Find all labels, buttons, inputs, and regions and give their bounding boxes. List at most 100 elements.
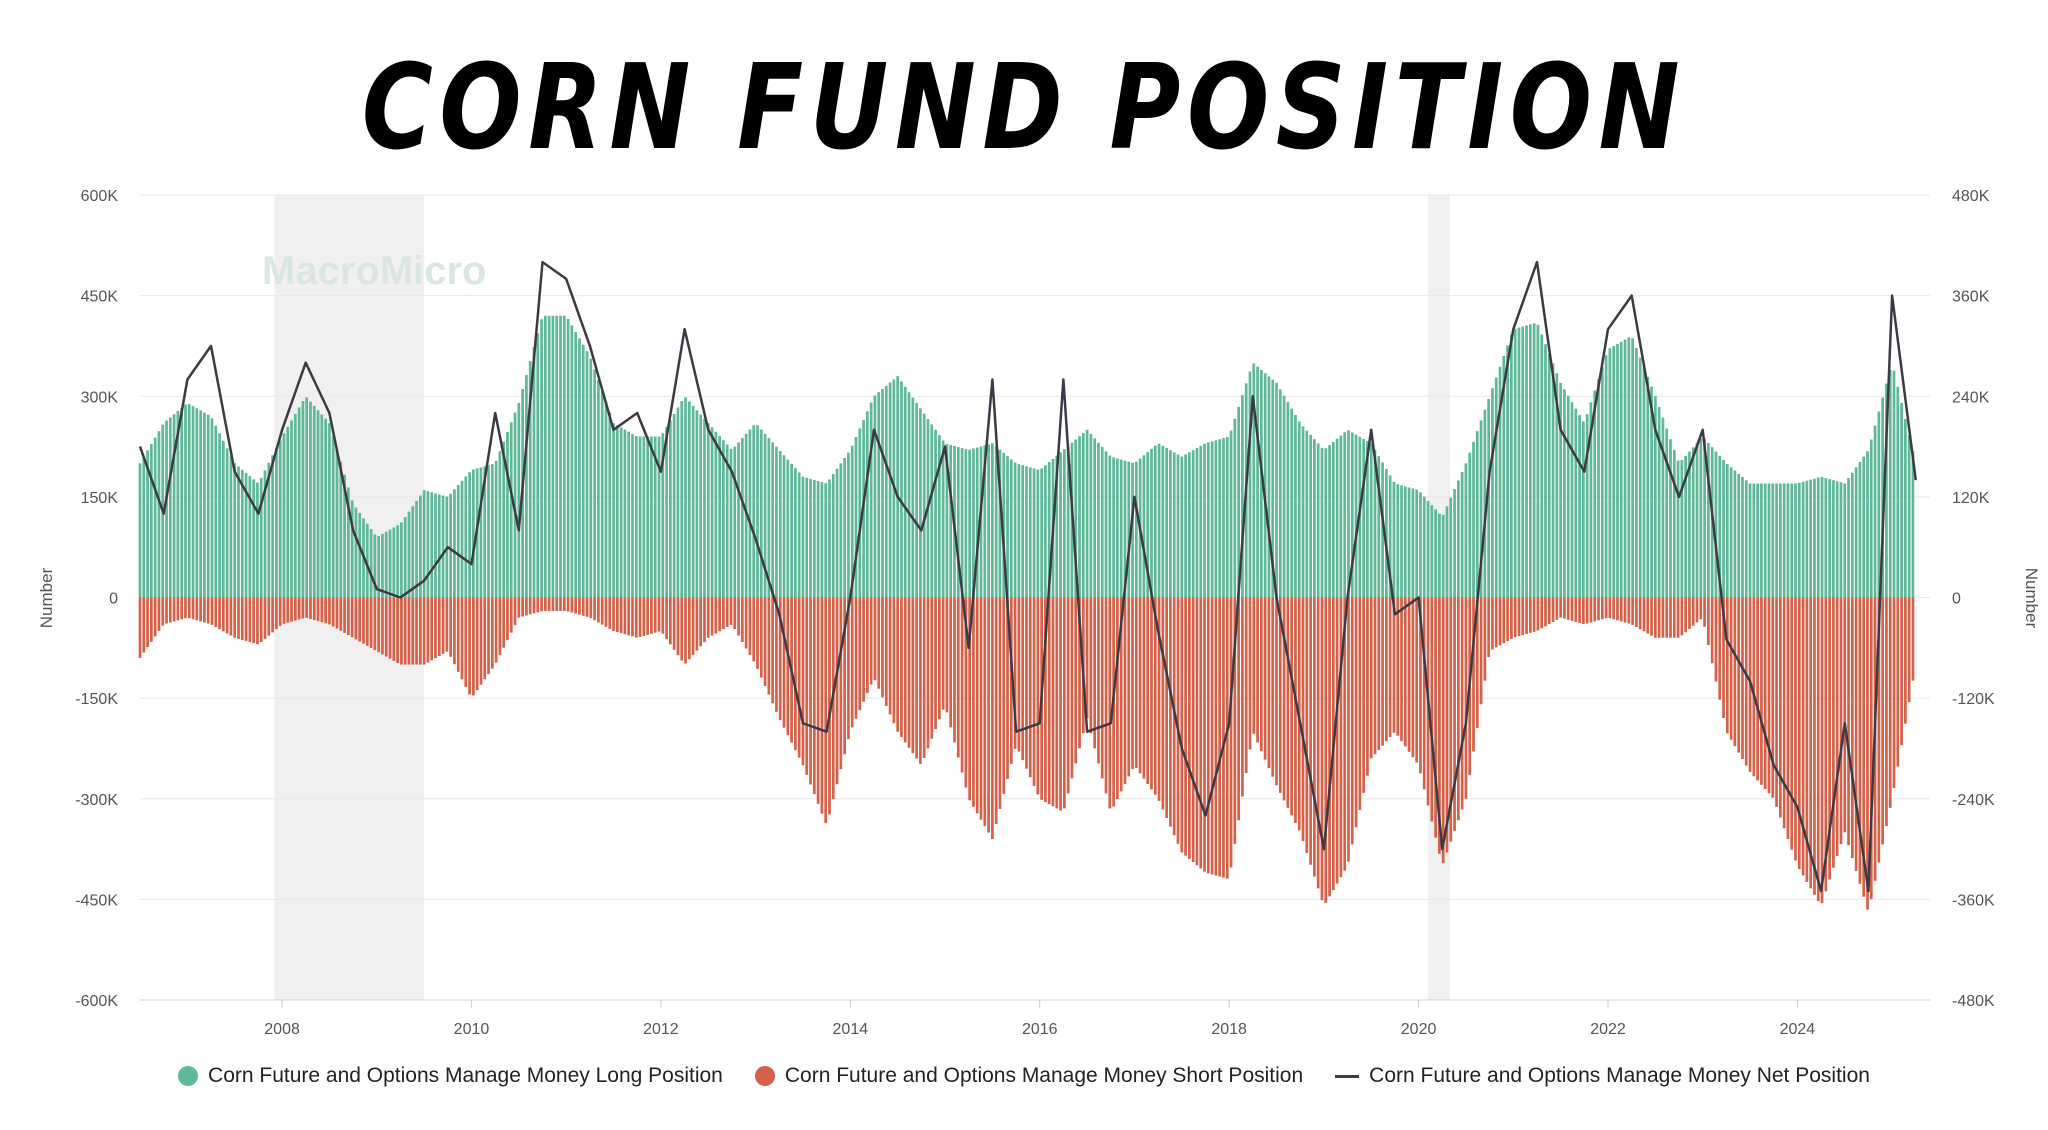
long-bar xyxy=(479,467,483,598)
short-bar xyxy=(900,597,903,738)
short-bar xyxy=(475,597,479,691)
short-bar xyxy=(1578,597,1581,623)
long-bar xyxy=(275,447,278,598)
long-bar xyxy=(1862,456,1866,598)
long-bar xyxy=(244,472,248,598)
long-bar xyxy=(1752,483,1756,598)
short-bar xyxy=(1491,597,1494,650)
short-bar xyxy=(165,597,168,624)
x-tick-label: 2016 xyxy=(1022,1021,1058,1038)
long-bar xyxy=(1468,452,1472,598)
short-bar xyxy=(559,597,562,611)
short-bar xyxy=(1123,597,1127,784)
short-bar xyxy=(1456,597,1460,821)
short-bar xyxy=(1801,597,1805,876)
long-bar xyxy=(1460,471,1464,598)
short-bar xyxy=(1510,597,1513,639)
short-bar xyxy=(1888,597,1892,808)
short-bar xyxy=(1074,597,1078,764)
long-bar xyxy=(373,534,377,598)
short-bar xyxy=(1134,597,1138,768)
long-bar xyxy=(975,447,979,598)
long-bar xyxy=(1100,446,1104,598)
long-bar xyxy=(1544,344,1547,598)
long-bar xyxy=(1066,445,1070,598)
long-bar xyxy=(1551,363,1555,598)
short-bar xyxy=(1502,597,1506,644)
long-bar xyxy=(1593,390,1597,598)
long-bar xyxy=(1782,483,1786,598)
long-bar xyxy=(1684,455,1688,598)
short-bar xyxy=(1403,597,1407,747)
short-bar xyxy=(1472,597,1475,752)
long-bar xyxy=(1521,326,1525,598)
short-bar xyxy=(400,597,403,665)
long-bar xyxy=(1017,464,1021,598)
long-bar xyxy=(631,433,634,598)
long-bar xyxy=(1381,462,1384,598)
legend-long-label: Corn Future and Options Manage Money Lon… xyxy=(208,1064,723,1087)
short-bar xyxy=(691,597,695,655)
short-bar xyxy=(1210,597,1214,875)
short-bar xyxy=(752,597,756,662)
legend-item-long[interactable]: Corn Future and Options Manage Money Lon… xyxy=(178,1064,723,1088)
long-bar xyxy=(737,442,740,598)
long-bar xyxy=(994,446,998,598)
long-bar xyxy=(619,427,623,598)
short-bar xyxy=(365,597,369,646)
long-bar xyxy=(612,423,615,598)
short-bar xyxy=(1797,597,1801,870)
short-bar xyxy=(1835,597,1839,856)
long-bar xyxy=(843,457,846,598)
long-bar xyxy=(278,440,282,598)
short-bar xyxy=(1434,597,1437,838)
long-bar xyxy=(1180,456,1184,598)
short-bar xyxy=(1453,597,1456,831)
short-bar xyxy=(1680,597,1684,636)
short-bar xyxy=(199,597,202,622)
long-bar xyxy=(1691,447,1695,598)
short-bar xyxy=(786,597,790,736)
long-bar xyxy=(676,407,680,598)
short-bar xyxy=(623,597,627,635)
long-bar xyxy=(1161,445,1165,598)
short-bar xyxy=(1638,597,1642,630)
long-bar xyxy=(1324,448,1328,598)
long-bar xyxy=(540,319,543,598)
y-tick-left: -150K xyxy=(75,691,118,708)
long-bar xyxy=(900,381,903,598)
long-bar xyxy=(1801,481,1805,598)
short-bar xyxy=(1233,597,1237,844)
short-bar xyxy=(1866,597,1869,910)
short-bar xyxy=(1695,597,1699,623)
y-axis-title-right: Number xyxy=(2022,568,2041,629)
short-bar xyxy=(1805,597,1809,882)
long-bar xyxy=(1176,454,1180,598)
short-bar xyxy=(748,597,752,655)
legend-item-net[interactable]: Corn Future and Options Manage Money Net… xyxy=(1335,1064,1870,1088)
short-bar xyxy=(1244,597,1248,773)
long-bar xyxy=(1062,449,1066,598)
short-bar xyxy=(631,597,634,637)
short-bar xyxy=(1347,597,1350,862)
long-bar xyxy=(1275,382,1278,598)
short-bar xyxy=(930,597,934,739)
short-bar xyxy=(214,597,218,628)
long-bar xyxy=(1479,420,1483,598)
short-bar xyxy=(1794,597,1797,861)
short-bar xyxy=(778,597,782,721)
short-bar xyxy=(1028,597,1032,778)
long-bar xyxy=(1816,477,1820,598)
short-bar xyxy=(464,597,468,687)
short-bar xyxy=(1832,597,1835,868)
long-bar xyxy=(756,425,759,598)
long-bar xyxy=(578,338,581,598)
short-bar xyxy=(1021,597,1025,761)
short-bar xyxy=(1449,597,1453,842)
long-bar xyxy=(1002,452,1006,598)
long-bar xyxy=(456,485,460,598)
long-bar xyxy=(1619,341,1623,598)
short-bar xyxy=(1513,597,1517,638)
legend-item-short[interactable]: Corn Future and Options Manage Money Sho… xyxy=(754,1064,1303,1088)
long-bar xyxy=(1282,395,1286,598)
